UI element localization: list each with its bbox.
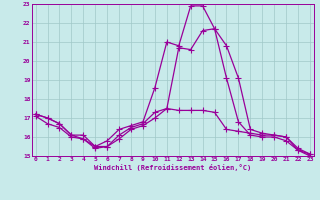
X-axis label: Windchill (Refroidissement éolien,°C): Windchill (Refroidissement éolien,°C) <box>94 164 252 171</box>
